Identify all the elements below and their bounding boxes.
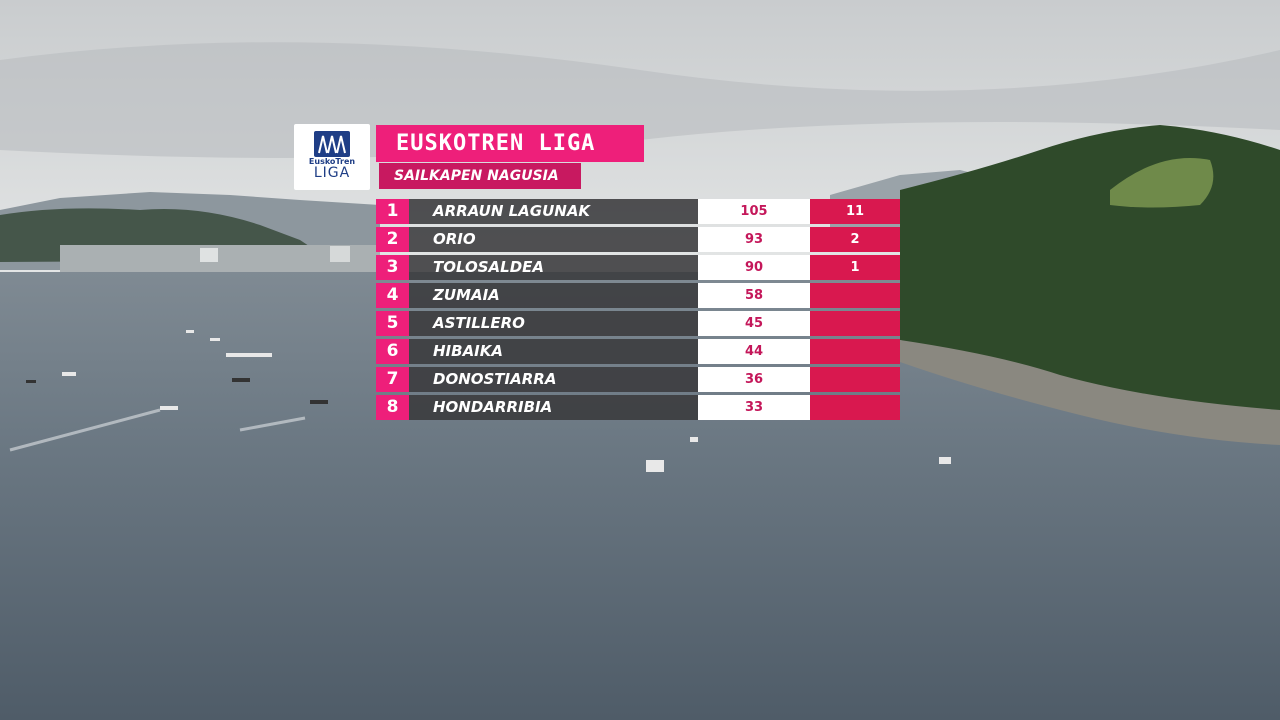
table-row: 6 HIBAIKA 44 — [376, 339, 900, 364]
team-name: ASTILLERO — [409, 311, 698, 336]
boat-wake — [239, 416, 306, 432]
boat-wake — [9, 408, 161, 452]
pennants-cell — [810, 367, 900, 392]
pennants-cell — [810, 339, 900, 364]
table-row: 5 ASTILLERO 45 — [376, 311, 900, 336]
table-row: 1 ARRAUN LAGUNAK 105 11 — [376, 199, 900, 224]
points-cell: 105 — [698, 199, 810, 224]
rank-cell: 1 — [376, 199, 409, 224]
rank-cell: 8 — [376, 395, 409, 420]
logo-wordmark-top: EuskoTren — [308, 157, 356, 166]
headland-meadow — [1110, 158, 1214, 208]
team-name: ORIO — [409, 227, 698, 252]
table-row: 7 DONOSTIARRA 36 — [376, 367, 900, 392]
table-row: 3 TOLOSALDEA 90 1 — [376, 255, 900, 280]
table-row: 8 HONDARRIBIA 33 — [376, 395, 900, 420]
pennants-cell — [810, 311, 900, 336]
team-name: HIBAIKA — [409, 339, 698, 364]
pennants-cell — [810, 283, 900, 308]
team-name: DONOSTIARRA — [409, 367, 698, 392]
oars-emblem-icon — [314, 131, 350, 157]
team-name: ZUMAIA — [409, 283, 698, 308]
points-cell: 33 — [698, 395, 810, 420]
town-building — [330, 246, 350, 262]
pennants-cell: 11 — [810, 199, 900, 224]
team-name: TOLOSALDEA — [409, 255, 698, 280]
points-cell: 45 — [698, 311, 810, 336]
team-name: ARRAUN LAGUNAK — [409, 199, 698, 224]
table-row: 2 ORIO 93 2 — [376, 227, 900, 252]
pennants-cell: 1 — [810, 255, 900, 280]
seawall — [900, 340, 1280, 445]
rank-cell: 4 — [376, 283, 409, 308]
rank-cell: 3 — [376, 255, 409, 280]
points-cell: 58 — [698, 283, 810, 308]
points-cell: 44 — [698, 339, 810, 364]
league-title: EUSKOTREN LIGA — [376, 125, 644, 162]
rank-cell: 7 — [376, 367, 409, 392]
pennants-cell: 2 — [810, 227, 900, 252]
rank-cell: 2 — [376, 227, 409, 252]
points-cell: 36 — [698, 367, 810, 392]
table-row: 4 ZUMAIA 58 — [376, 283, 900, 308]
logo-wordmark-bottom: LIGA — [313, 165, 351, 181]
boats — [26, 330, 951, 472]
pennants-cell — [810, 395, 900, 420]
rank-cell: 5 — [376, 311, 409, 336]
town-building — [200, 248, 218, 262]
league-logo: EuskoTren LIGA — [294, 124, 370, 190]
rank-cell: 6 — [376, 339, 409, 364]
town — [60, 245, 380, 273]
standings-subtitle: SAILKAPEN NAGUSIA — [379, 163, 581, 189]
points-cell: 93 — [698, 227, 810, 252]
points-cell: 90 — [698, 255, 810, 280]
team-name: HONDARRIBIA — [409, 395, 698, 420]
